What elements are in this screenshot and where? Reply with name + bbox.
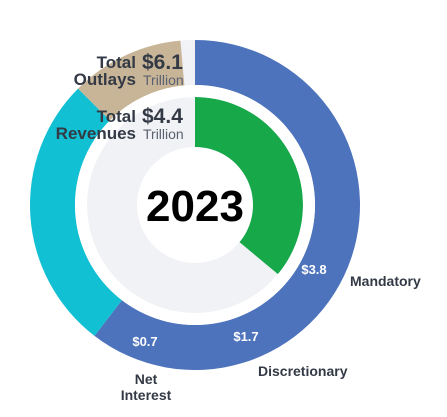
revenues-unit: Trillion	[143, 126, 184, 142]
year-label: 2023	[146, 182, 244, 231]
ring-separator	[75, 85, 315, 325]
slice-mandatory	[94, 40, 360, 370]
slice-discretionary	[30, 88, 122, 336]
mandatory-name-label: Mandatory	[350, 273, 421, 289]
discretionary-value-label: $1.7	[233, 329, 258, 344]
slice-net-interest	[78, 40, 185, 121]
outlays-label-line1: Total	[97, 53, 136, 72]
revenues-label-line1: Total	[97, 107, 136, 126]
outlays-amount: $6.1	[142, 51, 183, 74]
slice-revenues	[195, 97, 304, 275]
net-interest-value-label: $0.7	[132, 334, 157, 349]
center-hole	[138, 148, 252, 262]
revenues-amount: $4.4	[142, 105, 183, 128]
outlays-label-line2: Outlays	[74, 70, 136, 89]
discretionary-name-label: Discretionary	[258, 363, 348, 379]
net-interest-name-line2: Interest	[121, 387, 172, 403]
revenues-label-line2: Revenues	[56, 124, 136, 143]
outlays-unit: Trillion	[143, 72, 184, 88]
mandatory-value-label: $3.8	[301, 262, 326, 277]
net-interest-name-line1: Net	[135, 371, 158, 387]
